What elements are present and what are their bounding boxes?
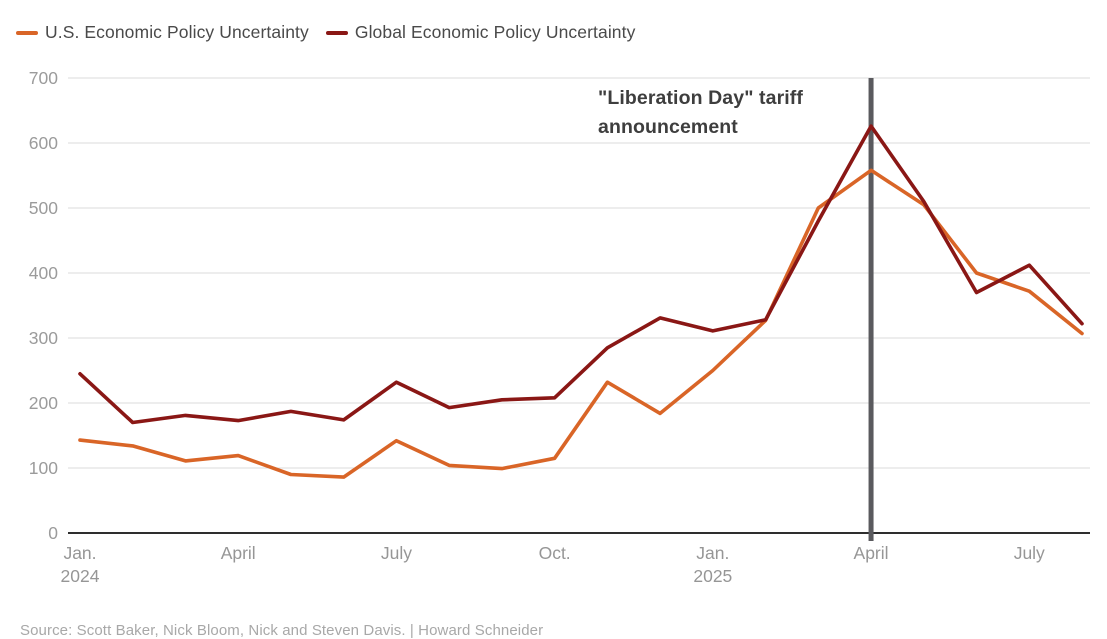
y-tick-label: 100	[29, 458, 58, 478]
legend-label-us: U.S. Economic Policy Uncertainty	[45, 22, 309, 42]
x-tick-label: April	[854, 543, 889, 563]
y-tick-label: 200	[29, 393, 58, 413]
y-tick-label: 700	[29, 68, 58, 88]
legend-label-global: Global Economic Policy Uncertainty	[354, 22, 636, 42]
legend-item-global: Global Economic Policy Uncertainty	[325, 22, 636, 43]
y-tick-label: 500	[29, 198, 58, 218]
y-tick-label: 400	[29, 263, 58, 283]
x-tick-sublabel: 2025	[693, 566, 732, 586]
event-annotation: "Liberation Day" tariff announcement	[598, 84, 803, 142]
annotation-line1: "Liberation Day" tariff	[598, 87, 803, 109]
x-tick-label: July	[381, 543, 412, 563]
x-tick-label: April	[221, 543, 256, 563]
chart-legend: U.S. Economic Policy Uncertainty Global …	[16, 22, 635, 43]
global-series-swatch-icon	[325, 30, 348, 35]
us-epu-line	[78, 168, 1084, 479]
y-tick-label: 0	[48, 523, 58, 543]
annotation-line2: announcement	[598, 116, 738, 138]
x-tick-label: July	[1014, 543, 1045, 563]
source-note: Source: Scott Baker, Nick Bloom, Nick an…	[20, 622, 544, 639]
x-tick-label: Jan.	[63, 543, 96, 563]
y-tick-label: 600	[29, 133, 58, 153]
legend-item-us: U.S. Economic Policy Uncertainty	[16, 22, 309, 43]
global-epu-line	[78, 124, 1084, 425]
x-tick-label: Oct.	[539, 543, 571, 563]
y-tick-label: 300	[29, 328, 58, 348]
us-series-swatch-icon	[16, 30, 38, 35]
x-tick-sublabel: 2024	[61, 566, 100, 586]
x-tick-label: Jan.	[696, 543, 729, 563]
